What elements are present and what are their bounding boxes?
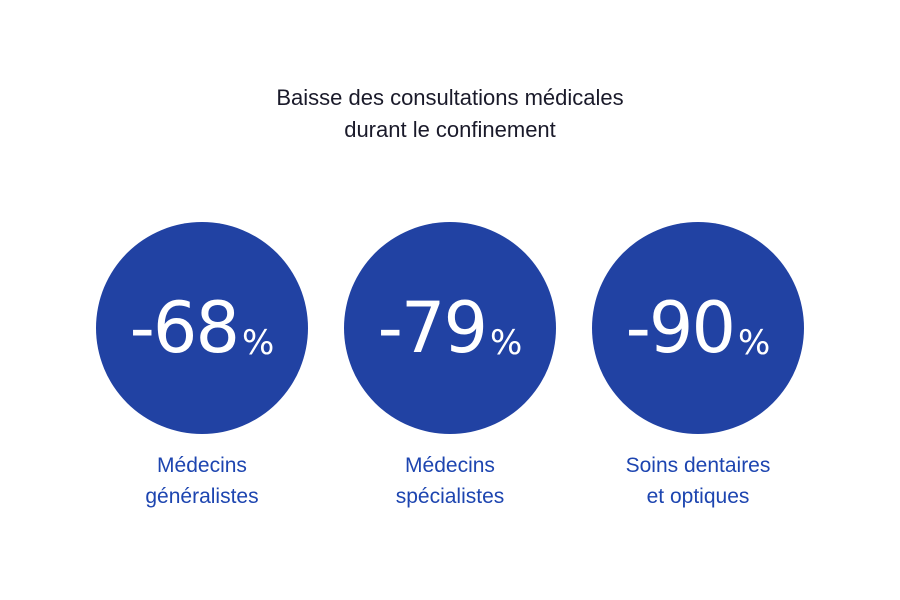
stat-label-line-1: Soins dentaires <box>625 454 771 477</box>
stat-generalists: -68 % Médecins généralistes <box>96 222 308 508</box>
stat-specialists: -79 % Médecins spécialistes <box>344 222 556 508</box>
stat-circle: -68 % <box>96 222 308 434</box>
page-title: Baisse des consultations médicales duran… <box>0 82 900 146</box>
stat-label-line-2: et optiques <box>646 485 750 508</box>
stat-dental-optical: -90 % Soins dentaires et optiques <box>592 222 804 508</box>
stat-circle: -79 % <box>344 222 556 434</box>
stat-unit: % <box>738 323 771 363</box>
stat-label: Médecins spécialistes <box>304 450 596 512</box>
stat-unit: % <box>242 323 275 363</box>
stat-label-line-2: spécialistes <box>395 485 505 508</box>
stat-label: Médecins généralistes <box>56 450 348 512</box>
stat-value: -68 <box>129 287 240 369</box>
stat-label: Soins dentaires et optiques <box>552 450 844 512</box>
stat-value: -79 <box>377 287 488 369</box>
title-line-1: Baisse des consultations médicales <box>276 85 624 110</box>
stat-unit: % <box>490 323 523 363</box>
stat-circle: -90 % <box>592 222 804 434</box>
stat-label-line-1: Médecins <box>405 454 495 477</box>
stat-label-line-1: Médecins <box>157 454 247 477</box>
stat-label-line-2: généralistes <box>145 485 259 508</box>
title-line-2: durant le confinement <box>344 117 556 142</box>
stat-value: -90 <box>625 287 736 369</box>
